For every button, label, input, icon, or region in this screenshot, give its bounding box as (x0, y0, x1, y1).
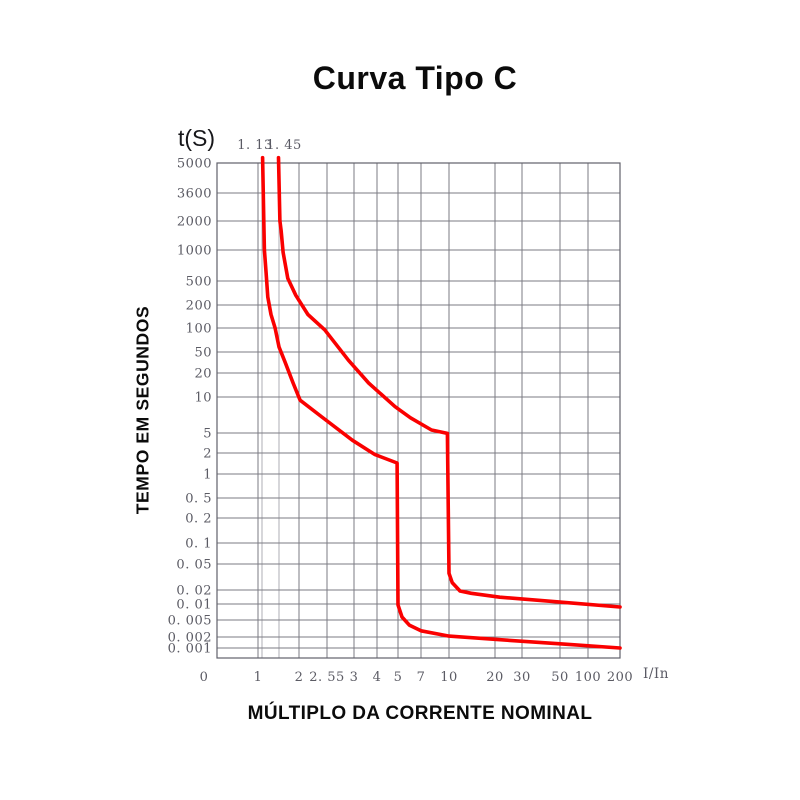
x-tick-label: 20 (486, 670, 504, 685)
x-tick-label: 5 (394, 670, 403, 685)
trip-curve-1.45 (276, 155, 622, 609)
y-tick-label: 100 (186, 322, 212, 337)
x-tick-label: 30 (513, 670, 531, 685)
x-tick-label: 0 (200, 670, 209, 685)
x-tick-label: 50 (551, 670, 569, 685)
y-tick-label: 200 (186, 299, 212, 314)
x-tick-label: 2. 55 (309, 670, 345, 685)
x-tick-label: 2 (295, 670, 304, 685)
x-tick-label: 200 (607, 670, 633, 685)
y-tick-label: 1 (203, 468, 212, 483)
y-tick-label: 3600 (177, 187, 212, 202)
annotation-1-13: 1. 13 (237, 138, 273, 153)
y-tick-label: 1000 (177, 244, 212, 259)
y-tick-label: 0. 1 (185, 537, 212, 552)
y-tick-label: 0. 02 (176, 584, 212, 599)
y-tick-label: 20 (194, 367, 212, 382)
y-tick-label: 0. 01 (176, 598, 212, 613)
y-tick-label: 0. 001 (168, 642, 212, 657)
y-tick-label: 2000 (177, 215, 212, 230)
y-tick-label: 0. 005 (168, 614, 212, 629)
x-tick-label: 100 (575, 670, 601, 685)
y-tick-label: 500 (186, 275, 212, 290)
y-tick-label: 0. 002 (168, 631, 212, 646)
y-tick-label: 0. 5 (185, 492, 212, 507)
annotation-1-45: 1. 45 (266, 138, 302, 153)
y-tick-label: 5 (203, 427, 212, 442)
y-tick-label: 0. 2 (185, 512, 212, 527)
trip-curve-1.13 (260, 155, 622, 650)
y-tick-label: 5000 (177, 157, 212, 172)
y-tick-label: 2 (203, 447, 212, 462)
x-tick-label: 7 (417, 670, 426, 685)
plot-border (216, 162, 621, 659)
x-tick-label: 10 (440, 670, 458, 685)
chart-title: Curva Tipo C (312, 60, 518, 96)
x-tick-label: 4 (373, 670, 382, 685)
x-tick-label: 1 (254, 670, 263, 685)
y-tick-label: 0. 05 (176, 558, 212, 573)
y-axis-unit-label: t(S) (178, 125, 216, 151)
x-axis-unit-label: I/In (643, 666, 669, 682)
y-tick-label: 50 (194, 346, 212, 361)
x-tick-label: 3 (350, 670, 359, 685)
y-tick-label: 10 (194, 391, 212, 406)
x-axis-title: MÚLTIPLO DA CORRENTE NOMINAL (247, 703, 593, 724)
